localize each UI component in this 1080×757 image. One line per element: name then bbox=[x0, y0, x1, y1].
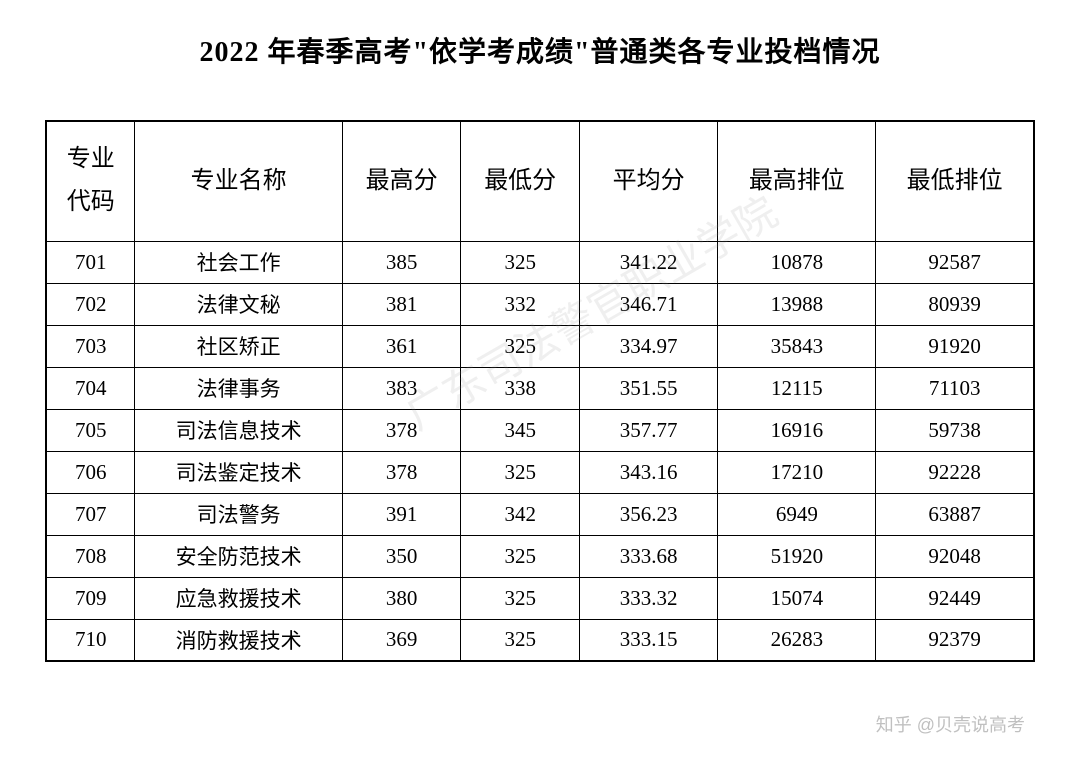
table-cell-code: 703 bbox=[46, 325, 135, 367]
table-cell-name: 司法信息技术 bbox=[135, 409, 342, 451]
table-cell-max_rank: 15074 bbox=[718, 577, 876, 619]
table-container: 专业代码专业名称最高分最低分平均分最高排位最低排位 701社会工作3853253… bbox=[0, 120, 1080, 662]
table-cell-max_score: 350 bbox=[342, 535, 461, 577]
table-cell-min_score: 325 bbox=[461, 325, 580, 367]
table-cell-min_score: 325 bbox=[461, 451, 580, 493]
column-header-avg_score: 平均分 bbox=[579, 121, 717, 241]
table-cell-min_score: 325 bbox=[461, 619, 580, 661]
table-cell-name: 法律事务 bbox=[135, 367, 342, 409]
table-cell-max_rank: 10878 bbox=[718, 241, 876, 283]
table-cell-max_rank: 35843 bbox=[718, 325, 876, 367]
table-cell-min_rank: 91920 bbox=[876, 325, 1034, 367]
table-cell-name: 安全防范技术 bbox=[135, 535, 342, 577]
table-row: 709应急救援技术380325333.321507492449 bbox=[46, 577, 1034, 619]
table-cell-min_score: 325 bbox=[461, 241, 580, 283]
table-cell-name: 消防救援技术 bbox=[135, 619, 342, 661]
table-cell-max_score: 381 bbox=[342, 283, 461, 325]
table-cell-max_rank: 26283 bbox=[718, 619, 876, 661]
page-title: 2022 年春季高考"依学考成绩"普通类各专业投档情况 bbox=[0, 0, 1080, 120]
table-cell-min_rank: 71103 bbox=[876, 367, 1034, 409]
table-cell-max_score: 391 bbox=[342, 493, 461, 535]
table-cell-avg_score: 351.55 bbox=[579, 367, 717, 409]
table-body: 701社会工作385325341.221087892587702法律文秘3813… bbox=[46, 241, 1034, 661]
column-header-name: 专业名称 bbox=[135, 121, 342, 241]
table-cell-avg_score: 333.15 bbox=[579, 619, 717, 661]
table-cell-max_score: 380 bbox=[342, 577, 461, 619]
column-header-max_score: 最高分 bbox=[342, 121, 461, 241]
table-cell-min_score: 325 bbox=[461, 577, 580, 619]
table-cell-max_rank: 16916 bbox=[718, 409, 876, 451]
column-header-code: 专业代码 bbox=[46, 121, 135, 241]
table-cell-min_rank: 92449 bbox=[876, 577, 1034, 619]
table-cell-code: 707 bbox=[46, 493, 135, 535]
table-row: 701社会工作385325341.221087892587 bbox=[46, 241, 1034, 283]
column-header-min_score: 最低分 bbox=[461, 121, 580, 241]
table-cell-min_rank: 92587 bbox=[876, 241, 1034, 283]
table-cell-max_rank: 6949 bbox=[718, 493, 876, 535]
table-cell-max_score: 361 bbox=[342, 325, 461, 367]
table-cell-name: 法律文秘 bbox=[135, 283, 342, 325]
table-cell-max_rank: 12115 bbox=[718, 367, 876, 409]
table-cell-min_rank: 92379 bbox=[876, 619, 1034, 661]
table-row: 708安全防范技术350325333.685192092048 bbox=[46, 535, 1034, 577]
table-row: 703社区矫正361325334.973584391920 bbox=[46, 325, 1034, 367]
table-cell-code: 701 bbox=[46, 241, 135, 283]
table-cell-avg_score: 334.97 bbox=[579, 325, 717, 367]
table-cell-min_score: 325 bbox=[461, 535, 580, 577]
table-cell-avg_score: 333.68 bbox=[579, 535, 717, 577]
table-cell-code: 710 bbox=[46, 619, 135, 661]
table-row: 706司法鉴定技术378325343.161721092228 bbox=[46, 451, 1034, 493]
table-cell-max_score: 383 bbox=[342, 367, 461, 409]
table-row: 702法律文秘381332346.711398880939 bbox=[46, 283, 1034, 325]
table-cell-name: 社会工作 bbox=[135, 241, 342, 283]
table-cell-avg_score: 356.23 bbox=[579, 493, 717, 535]
table-cell-max_score: 378 bbox=[342, 409, 461, 451]
table-header-row: 专业代码专业名称最高分最低分平均分最高排位最低排位 bbox=[46, 121, 1034, 241]
column-header-line: 专业 bbox=[47, 138, 134, 181]
table-cell-avg_score: 333.32 bbox=[579, 577, 717, 619]
table-cell-min_score: 345 bbox=[461, 409, 580, 451]
table-row: 705司法信息技术378345357.771691659738 bbox=[46, 409, 1034, 451]
table-cell-max_score: 385 bbox=[342, 241, 461, 283]
table-cell-code: 706 bbox=[46, 451, 135, 493]
table-cell-min_score: 338 bbox=[461, 367, 580, 409]
table-cell-code: 709 bbox=[46, 577, 135, 619]
table-cell-code: 705 bbox=[46, 409, 135, 451]
table-cell-max_rank: 13988 bbox=[718, 283, 876, 325]
table-row: 704法律事务383338351.551211571103 bbox=[46, 367, 1034, 409]
table-cell-min_rank: 63887 bbox=[876, 493, 1034, 535]
table-cell-name: 司法鉴定技术 bbox=[135, 451, 342, 493]
table-cell-code: 704 bbox=[46, 367, 135, 409]
table-cell-min_rank: 92048 bbox=[876, 535, 1034, 577]
table-cell-min_rank: 92228 bbox=[876, 451, 1034, 493]
table-cell-code: 702 bbox=[46, 283, 135, 325]
table-cell-name: 司法警务 bbox=[135, 493, 342, 535]
table-row: 707司法警务391342356.23694963887 bbox=[46, 493, 1034, 535]
table-cell-avg_score: 341.22 bbox=[579, 241, 717, 283]
column-header-min_rank: 最低排位 bbox=[876, 121, 1034, 241]
table-cell-name: 社区矫正 bbox=[135, 325, 342, 367]
table-cell-max_rank: 51920 bbox=[718, 535, 876, 577]
column-header-line: 代码 bbox=[47, 181, 134, 224]
table-cell-min_rank: 59738 bbox=[876, 409, 1034, 451]
table-cell-max_rank: 17210 bbox=[718, 451, 876, 493]
table-header: 专业代码专业名称最高分最低分平均分最高排位最低排位 bbox=[46, 121, 1034, 241]
table-cell-avg_score: 343.16 bbox=[579, 451, 717, 493]
admission-scores-table: 专业代码专业名称最高分最低分平均分最高排位最低排位 701社会工作3853253… bbox=[45, 120, 1035, 662]
table-cell-name: 应急救援技术 bbox=[135, 577, 342, 619]
table-cell-code: 708 bbox=[46, 535, 135, 577]
table-cell-min_rank: 80939 bbox=[876, 283, 1034, 325]
table-cell-max_score: 378 bbox=[342, 451, 461, 493]
table-cell-min_score: 342 bbox=[461, 493, 580, 535]
table-cell-max_score: 369 bbox=[342, 619, 461, 661]
column-header-max_rank: 最高排位 bbox=[718, 121, 876, 241]
table-cell-avg_score: 357.77 bbox=[579, 409, 717, 451]
table-row: 710消防救援技术369325333.152628392379 bbox=[46, 619, 1034, 661]
table-cell-min_score: 332 bbox=[461, 283, 580, 325]
footer-attribution: 知乎 @贝壳说高考 bbox=[876, 711, 1025, 737]
table-cell-avg_score: 346.71 bbox=[579, 283, 717, 325]
